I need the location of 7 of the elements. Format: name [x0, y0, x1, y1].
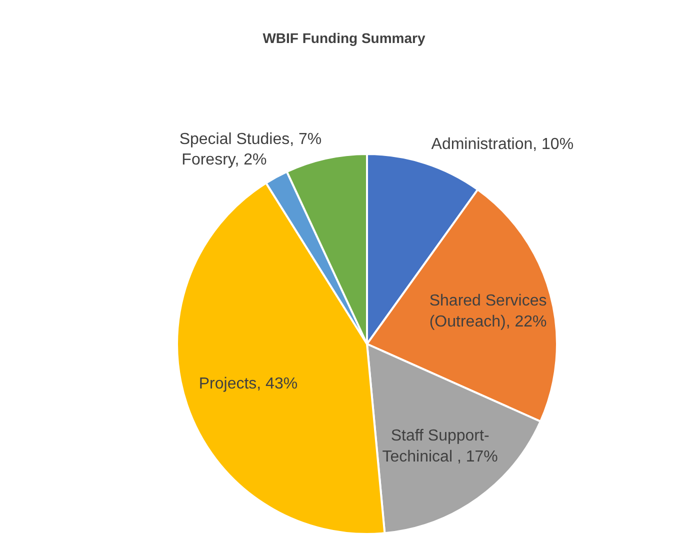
slice-label: Special Studies, 7% [179, 130, 322, 148]
slice-label: Projects, 43% [198, 376, 298, 393]
slice-label: Administration, 10% [431, 136, 574, 153]
slice-label: Foresry, 2% [182, 150, 267, 168]
slice-label: Staff Support-Techinical , 17% [382, 426, 498, 465]
chart-title: WBIF Funding Summary [262, 30, 426, 46]
slice-label: Shared Services (Outreach), 22% [429, 292, 547, 330]
